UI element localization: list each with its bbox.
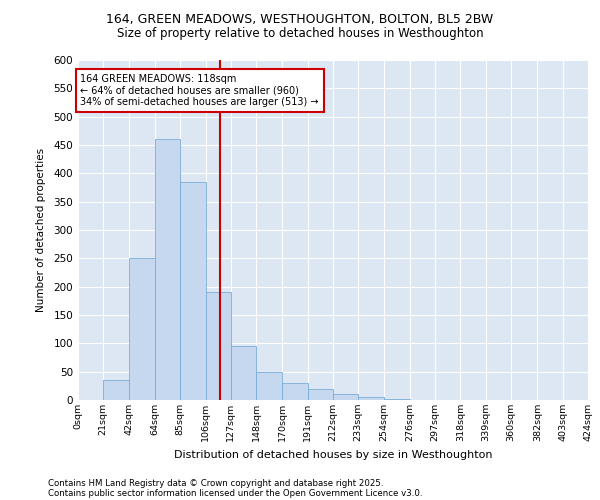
- Text: Size of property relative to detached houses in Westhoughton: Size of property relative to detached ho…: [116, 28, 484, 40]
- Bar: [283, 383, 308, 400]
- Text: 164, GREEN MEADOWS, WESTHOUGHTON, BOLTON, BL5 2BW: 164, GREEN MEADOWS, WESTHOUGHTON, BOLTON…: [106, 12, 494, 26]
- Bar: [333, 394, 358, 400]
- Text: Contains public sector information licensed under the Open Government Licence v3: Contains public sector information licen…: [48, 488, 422, 498]
- Bar: [103, 380, 128, 400]
- Bar: [383, 399, 410, 400]
- Text: Contains HM Land Registry data © Crown copyright and database right 2025.: Contains HM Land Registry data © Crown c…: [48, 478, 383, 488]
- Bar: [308, 388, 333, 400]
- Text: 164 GREEN MEADOWS: 118sqm
← 64% of detached houses are smaller (960)
34% of semi: 164 GREEN MEADOWS: 118sqm ← 64% of detac…: [80, 74, 319, 108]
- Y-axis label: Number of detached properties: Number of detached properties: [37, 148, 46, 312]
- Bar: [180, 182, 205, 400]
- Bar: [155, 140, 180, 400]
- Bar: [231, 346, 256, 400]
- Bar: [256, 372, 283, 400]
- Bar: [205, 292, 231, 400]
- X-axis label: Distribution of detached houses by size in Westhoughton: Distribution of detached houses by size …: [174, 450, 492, 460]
- Bar: [358, 397, 383, 400]
- Bar: [128, 258, 155, 400]
